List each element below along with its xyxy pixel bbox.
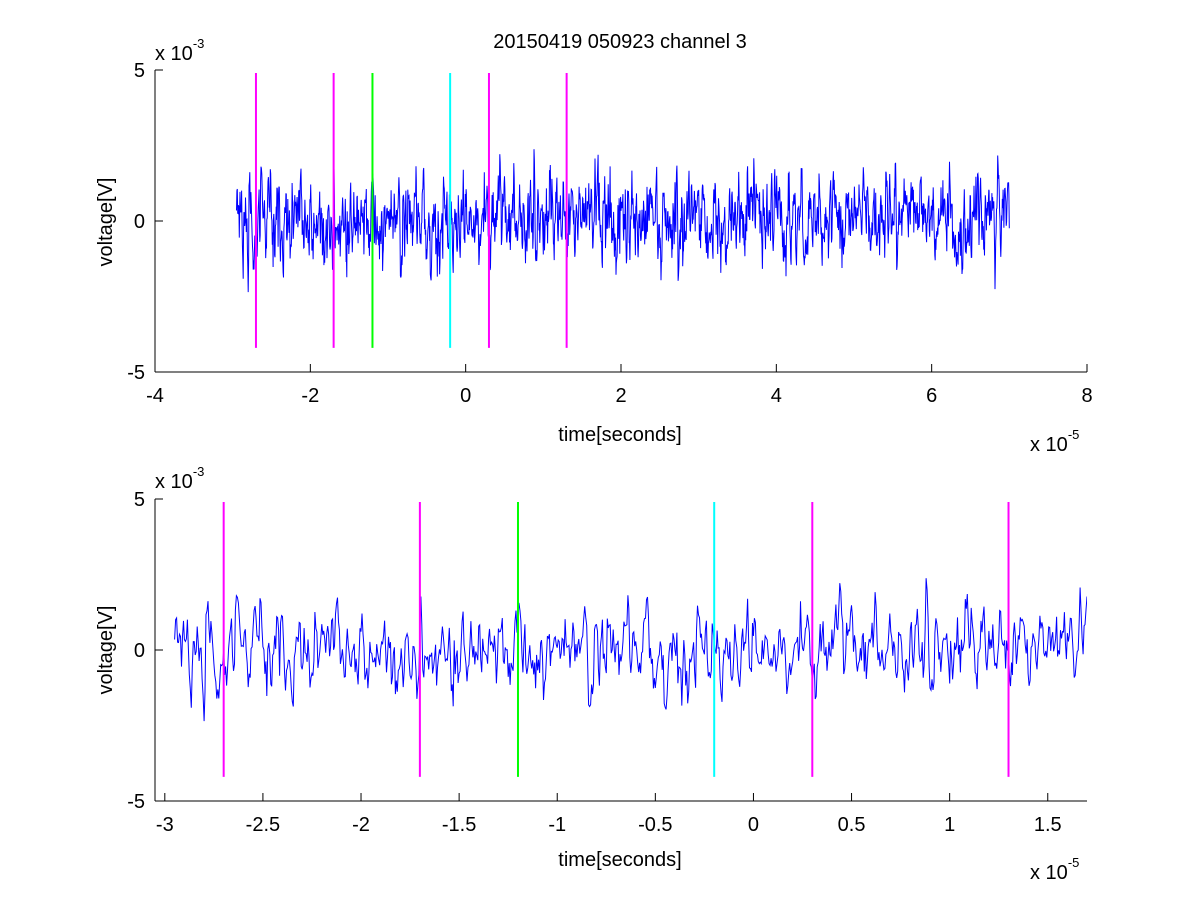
bottom-y-exponent-base: x 10	[155, 471, 193, 493]
x-tick-label: -3	[156, 814, 174, 836]
bottom-y-exponent-power: -3	[193, 464, 205, 479]
x-tick-label: -1.5	[442, 814, 476, 836]
x-tick-label: 4	[771, 385, 782, 407]
bottom-x-exponent: x 10-5	[1030, 855, 1079, 884]
x-tick-label: 6	[926, 385, 937, 407]
top-x-exponent: x 10-5	[1030, 427, 1079, 456]
y-tick-label: 5	[134, 60, 145, 82]
x-tick-label: 1	[944, 814, 955, 836]
y-tick-label: 0	[134, 640, 145, 662]
x-tick-label: -1	[548, 814, 566, 836]
y-tick-label: 5	[134, 489, 145, 511]
top-mark-layer	[236, 73, 1010, 348]
bottom-y-axis-label: voltage[V]	[95, 606, 117, 695]
x-tick-label: -0.5	[638, 814, 672, 836]
x-tick-label: 0	[460, 385, 471, 407]
x-tick-label: -4	[146, 385, 164, 407]
x-tick-label: 8	[1081, 385, 1092, 407]
x-tick-label: 2	[615, 385, 626, 407]
top-y-exponent: x 10-3	[155, 36, 204, 65]
top-y-axis-label: voltage[V]	[95, 178, 117, 267]
bottom-x-exponent-power: -5	[1068, 855, 1080, 870]
bottom-y-exponent: x 10-3	[155, 464, 204, 493]
x-tick-label: -2	[301, 385, 319, 407]
x-tick-label: 0	[748, 814, 759, 836]
bottom-mark-layer	[174, 502, 1087, 777]
bottom-x-exponent-base: x 10	[1030, 862, 1068, 884]
top-y-exponent-power: -3	[193, 36, 205, 51]
top-x-exponent-base: x 10	[1030, 434, 1068, 456]
signal-trace	[174, 578, 1087, 722]
signal-trace	[236, 149, 1010, 293]
y-tick-label: -5	[127, 362, 145, 384]
y-tick-label: 0	[134, 211, 145, 233]
x-tick-label: 0.5	[838, 814, 866, 836]
top-y-exponent-base: x 10	[155, 43, 193, 65]
figure-title: 20150419 050923 channel 3	[493, 31, 747, 53]
x-tick-label: -2.5	[246, 814, 280, 836]
top-x-axis-label: time[seconds]	[558, 424, 681, 446]
y-tick-label: -5	[127, 791, 145, 813]
x-tick-label: -2	[352, 814, 370, 836]
bottom-x-axis-label: time[seconds]	[558, 849, 681, 871]
bottom-tick-layer: -3 -2.5 -2 -1.5 -1 -0.5 0 0.5 1 1.5 -5 0 5	[127, 489, 1061, 836]
x-tick-label: 1.5	[1034, 814, 1062, 836]
bottom-axes-frame	[154, 499, 1087, 802]
top-voltage-chart: -4 -2 0 2 4 6 8 -5 0 5 time[seconds] voltage[V] x…	[95, 36, 1093, 456]
bottom-voltage-chart: -3 -2.5 -2 -1.5 -1 -0.5 0 0.5 1 1.5 -5 0 5 time[seco…	[95, 464, 1087, 884]
top-axes-frame	[154, 70, 1087, 373]
top-x-exponent-power: -5	[1068, 427, 1080, 442]
